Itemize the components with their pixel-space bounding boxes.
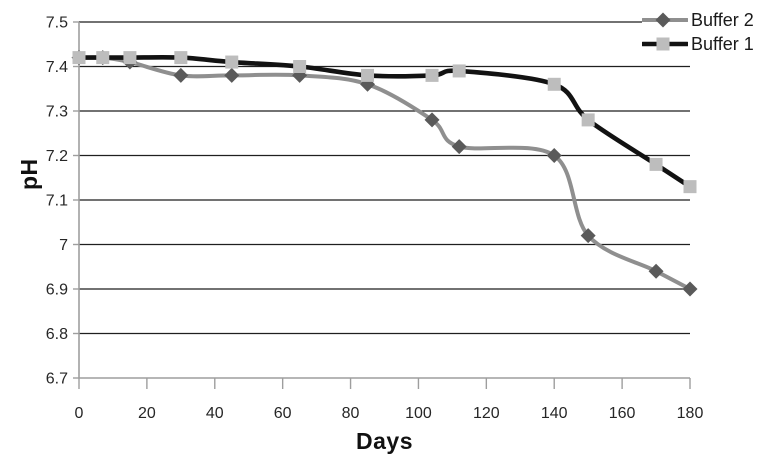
y-tick-label: 7.4 bbox=[46, 59, 68, 76]
tick-labels: 7.5 7.4 7.3 7.2 7.1 7 6.9 6.8 6.7 0 20 40 60 80 100 120… bbox=[46, 15, 704, 423]
buffer-2-diamond-marker-icon bbox=[642, 12, 688, 28]
x-tick-label: 120 bbox=[473, 405, 500, 422]
x-tick-label: 180 bbox=[677, 405, 704, 422]
y-tick-label: 7.5 bbox=[46, 15, 68, 32]
legend: Buffer 2 Buffer 1 bbox=[642, 7, 762, 58]
y-tick-label: 7 bbox=[59, 237, 68, 254]
legend-label-buffer-2: Buffer 2 bbox=[691, 9, 754, 30]
square-marker-icon bbox=[293, 60, 307, 73]
diamond-marker-icon bbox=[580, 228, 596, 244]
x-tick-label: 60 bbox=[274, 405, 292, 422]
square-marker-icon bbox=[123, 51, 137, 65]
diamond-marker-icon bbox=[224, 67, 240, 83]
square-marker-icon bbox=[72, 51, 86, 65]
x-tick-label: 100 bbox=[405, 405, 432, 422]
y-tick-label: 6.7 bbox=[46, 371, 68, 388]
square-marker-icon bbox=[452, 64, 466, 78]
x-tick-label: 40 bbox=[206, 405, 224, 422]
gridlines bbox=[79, 21, 690, 335]
legend-label-buffer-1: Buffer 1 bbox=[691, 33, 754, 54]
series-buffer-1 bbox=[72, 51, 697, 194]
series-buffer-2 bbox=[71, 50, 698, 297]
square-marker-icon bbox=[649, 157, 663, 171]
diamond-marker-icon bbox=[648, 263, 664, 279]
square-marker-icon bbox=[425, 68, 439, 82]
square-marker-icon bbox=[683, 180, 697, 194]
square-marker-icon bbox=[361, 68, 375, 82]
diamond-marker-icon bbox=[173, 67, 189, 83]
x-tick-label: 0 bbox=[75, 405, 84, 422]
square-marker-icon bbox=[174, 51, 188, 65]
y-tick-label: 7.3 bbox=[46, 104, 68, 121]
diamond-marker-icon bbox=[451, 139, 467, 155]
square-marker-icon bbox=[225, 55, 239, 69]
x-tick-label: 160 bbox=[609, 405, 636, 422]
diamond-marker-icon bbox=[424, 112, 440, 128]
square-marker-icon bbox=[581, 113, 595, 127]
y-tick-label: 6.9 bbox=[46, 282, 68, 299]
buffer-1-line bbox=[76, 54, 693, 189]
buffer-2-line bbox=[77, 55, 692, 291]
y-tick-label: 7.1 bbox=[46, 193, 68, 210]
x-tick-label: 20 bbox=[138, 405, 156, 422]
x-axis-title: Days bbox=[356, 428, 413, 454]
legend-item-buffer-2: Buffer 2 bbox=[642, 8, 762, 32]
square-marker-icon bbox=[547, 77, 561, 91]
y-tick-label: 7.2 bbox=[46, 148, 68, 165]
diamond-marker-icon bbox=[546, 148, 562, 163]
y-tick-label: 6.8 bbox=[46, 326, 68, 343]
x-tick-label: 80 bbox=[342, 405, 360, 422]
buffer-1-square-marker-icon bbox=[642, 37, 688, 51]
diamond-marker-icon bbox=[682, 281, 698, 297]
y-axis-title: pH bbox=[16, 158, 42, 190]
axes bbox=[73, 21, 691, 389]
legend-item-buffer-1: Buffer 1 bbox=[642, 32, 762, 56]
x-tick-label: 140 bbox=[541, 405, 568, 422]
square-marker-icon bbox=[96, 51, 110, 65]
